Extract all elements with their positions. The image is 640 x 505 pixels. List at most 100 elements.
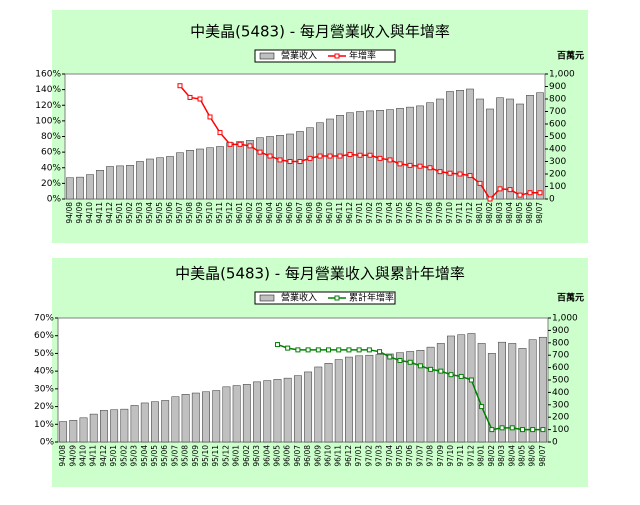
y2-tick-label: 900 [549,82,566,92]
x-tick-label: 96/12 [344,445,353,467]
bar [276,135,284,200]
bar [538,336,547,443]
x-tick-label: 98/06 [528,445,537,467]
bar [100,410,108,443]
y2-tick-label: 0 [549,195,555,205]
bar [76,176,84,200]
bar [130,405,139,443]
x-tick-label: 95/04 [145,202,154,224]
line-marker [489,427,495,433]
x-tick-label: 97/11 [455,202,464,224]
bar [477,343,486,443]
bar [79,417,88,443]
x-tick-label: 96/07 [295,202,304,224]
line-marker [468,377,474,383]
x-tick-label: 95/07 [170,445,179,467]
x-tick-label: 96/04 [265,202,274,224]
x-tick-label: 97/05 [395,445,404,467]
line-marker [207,114,213,120]
x-tick-label: 97/06 [405,445,414,467]
x-tick-label: 95/07 [175,202,184,224]
x-tick-label: 97/04 [385,445,394,467]
bar [406,106,414,200]
y2-tick-label: 700 [549,107,566,117]
y-tick-label: 60% [34,331,54,341]
bar [406,351,415,443]
y-tick-label: 100% [35,116,61,126]
line-marker [537,190,543,196]
y2-tick-label: 0 [552,438,558,448]
line-marker [540,427,546,433]
x-tick-label: 94/10 [85,202,94,224]
x-tick-label: 95/01 [109,445,118,467]
x-tick-label: 95/05 [155,202,164,224]
chart-title: 中美晶(5483) - 每月營業收入與累計年增率 [175,265,465,283]
legend-label: 年增率 [349,50,376,62]
y-tick-label: 40% [34,367,54,377]
x-tick-label: 97/09 [436,445,445,467]
bar [446,91,454,200]
y-tick-label: 120% [35,101,61,111]
bar [146,158,154,200]
bar [293,375,302,443]
x-tick-label: 97/05 [395,202,404,224]
x-tick-label: 98/03 [497,445,506,467]
bar [186,150,194,200]
y2-tick-label: 200 [549,170,566,180]
line-marker [356,347,362,353]
line-marker [277,157,283,163]
y2-tick-label: 100 [552,425,569,435]
y-tick-label: 70% [34,314,54,324]
x-tick-label: 97/03 [375,202,384,224]
bar [528,339,537,443]
bar [106,166,114,200]
x-tick-label: 98/07 [535,202,544,224]
bar [151,401,159,443]
x-tick-label: 96/10 [324,445,333,467]
bar [156,157,164,200]
line-marker [187,94,193,100]
line-marker [237,141,243,147]
x-tick-label: 95/10 [201,445,210,467]
y2-tick-label: 1,000 [552,314,578,324]
bar [426,102,434,200]
x-tick-label: 97/09 [435,202,444,224]
y-tick-label: 20% [41,179,61,189]
x-tick-label: 97/03 [375,445,384,467]
bar [166,156,174,200]
x-tick-label: 98/04 [505,202,514,224]
bar [476,98,484,200]
x-tick-label: 96/06 [285,202,294,224]
y-tick-label: 160% [35,70,61,80]
x-tick-label: 94/10 [79,445,88,467]
bar [266,136,274,200]
y2-tick-label: 400 [549,145,566,155]
line-marker [336,347,342,353]
x-tick-label: 95/03 [130,445,139,467]
legend-marker [334,53,340,59]
x-tick-label: 94/08 [65,202,74,224]
line-marker [347,151,353,157]
bar [416,349,425,443]
bar [326,118,334,200]
x-tick-label: 97/11 [456,445,465,467]
bar [89,413,98,443]
bar [206,147,214,200]
x-tick-label: 97/08 [425,202,434,224]
bar [314,366,323,443]
line-marker [407,162,413,168]
y-tick-label: 20% [34,402,54,412]
line-marker [227,141,233,147]
line-marker [315,347,321,353]
x-tick-label: 95/03 [135,202,144,224]
y-tick-label: 60% [41,148,61,158]
line-marker [387,354,393,360]
bar [375,354,384,443]
x-tick-label: 97/06 [405,202,414,224]
line-marker [327,153,333,159]
bar [59,421,68,443]
y-tick-label: 0% [40,438,55,448]
y2-tick-label: 500 [552,376,569,386]
bar [496,97,504,200]
